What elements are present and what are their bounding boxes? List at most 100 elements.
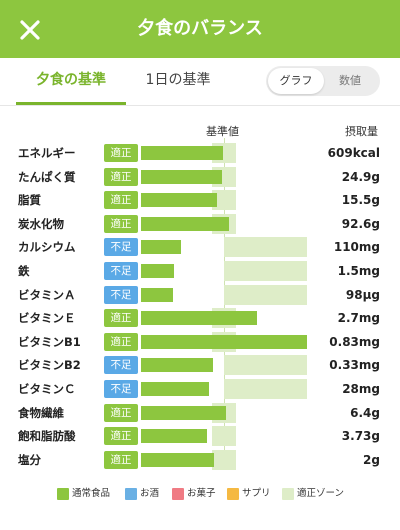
nutrient-row: カルシウム 不足 110mg — [0, 237, 400, 258]
legend-swatch — [57, 488, 69, 500]
tab-bar: 夕食の基準 1日の基準 — [0, 58, 400, 106]
nutrient-name: ビタミンＥ — [18, 311, 76, 326]
legend-swatch — [172, 488, 184, 500]
intake-value: 110mg — [333, 240, 380, 255]
intake-bar — [141, 264, 175, 278]
intake-value: 609kcal — [327, 146, 380, 160]
intake-bar — [141, 452, 215, 467]
nutrient-name: 炭水化物 — [18, 216, 64, 231]
intake-bar — [141, 405, 227, 420]
intake-value: 0.33mg — [329, 358, 380, 373]
intake-value: 15.5g — [341, 193, 380, 208]
status-badge: 適正 — [104, 214, 138, 233]
nutrient-name: 塩分 — [18, 452, 41, 467]
nutrient-row: エネルギー 適正 609kcal — [0, 143, 400, 163]
nutrient-row: たんぱく質 適正 24.9g — [0, 166, 400, 187]
tab-dinner-standard[interactable]: 夕食の基準 — [16, 58, 126, 105]
status-badge: 不足 — [104, 238, 138, 257]
nutrient-row: 鉄 不足 1.5mg — [0, 261, 400, 281]
status-badge: 適正 — [104, 403, 138, 422]
intake-value: 3.73g — [341, 429, 380, 444]
intake-bar — [141, 193, 217, 208]
intake-value: 2.7mg — [337, 311, 380, 326]
legend-label: サプリ — [242, 488, 271, 499]
status-badge: 適正 — [104, 427, 138, 446]
status-badge: 不足 — [104, 380, 138, 398]
nutrient-row: ビタミンB2 不足 0.33mg — [0, 355, 400, 376]
intake-value: 98μg — [345, 287, 380, 302]
proper-zone — [224, 284, 307, 305]
page-title: 夕食のバランス — [137, 18, 263, 39]
nutrient-name: ビタミンＣ — [18, 382, 76, 396]
nutrient-row: ビタミンＣ 不足 28mg — [0, 379, 400, 399]
proper-zone — [224, 379, 307, 399]
intake-bar — [141, 146, 224, 160]
intake-value: 1.5mg — [337, 264, 380, 278]
intake-bar — [141, 334, 307, 349]
standard-column-header: 基準値 — [206, 125, 239, 138]
status-badge: 適正 — [104, 309, 138, 328]
nutrient-name: カルシウム — [18, 240, 76, 255]
status-badge: 適正 — [104, 450, 138, 469]
legend: 通常食品 お酒 お菓子 サプリ 適正ゾーン — [0, 486, 400, 502]
status-badge: 不足 — [104, 285, 138, 304]
nutrient-name: ビタミンB1 — [18, 334, 81, 349]
tab-daily-standard[interactable]: 1日の基準 — [145, 72, 211, 88]
nutrient-name: エネルギー — [18, 146, 76, 160]
legend-label: 通常食品 — [72, 488, 111, 499]
nutrient-name: 食物繊維 — [18, 405, 64, 420]
legend-swatch — [282, 488, 294, 500]
status-badge: 適正 — [104, 191, 138, 210]
nutrient-name: たんぱく質 — [18, 169, 76, 184]
nutrient-name: 鉄 — [18, 264, 30, 278]
nutrient-row: 炭水化物 適正 92.6g — [0, 213, 400, 234]
status-badge: 適正 — [104, 332, 138, 351]
status-badge: 不足 — [104, 356, 138, 375]
status-badge: 適正 — [104, 167, 138, 186]
app-header: 夕食のバランス — [0, 0, 400, 58]
proper-zone — [224, 261, 307, 281]
nutrient-row: 飽和脂肪酸 適正 3.73g — [0, 426, 400, 447]
proper-zone — [212, 426, 236, 447]
intake-bar — [141, 311, 258, 326]
legend-swatch — [125, 488, 137, 500]
intake-value: 2g — [363, 452, 380, 467]
intake-value: 6.4g — [350, 405, 380, 420]
intake-bar — [141, 169, 223, 184]
close-button[interactable] — [14, 14, 46, 46]
nutrient-name: ビタミンB2 — [18, 358, 81, 373]
nutrient-row: 脂質 適正 15.5g — [0, 190, 400, 211]
proper-zone — [224, 355, 307, 376]
nutrient-name: 飽和脂肪酸 — [18, 429, 76, 444]
nutrient-name: ビタミンＡ — [18, 287, 76, 302]
nutrient-row: ビタミンＥ 適正 2.7mg — [0, 308, 400, 329]
legend-label: 適正ゾーン — [297, 488, 345, 499]
proper-zone — [224, 237, 307, 258]
nutrient-name: 脂質 — [18, 193, 41, 208]
nutrient-row: 塩分 適正 2g — [0, 449, 400, 470]
nutrient-row: ビタミンB1 適正 0.83mg — [0, 331, 400, 352]
status-badge: 不足 — [104, 262, 138, 280]
toggle-graph-button[interactable]: グラフ — [268, 68, 324, 94]
toggle-number-button[interactable]: 数値 — [339, 74, 361, 87]
intake-bar — [141, 358, 214, 373]
intake-bar — [141, 240, 181, 255]
nutrient-row: ビタミンＡ 不足 98μg — [0, 284, 400, 305]
intake-column-header: 摂取量 — [345, 125, 378, 138]
legend-label: お酒 — [140, 488, 160, 499]
intake-bar — [141, 382, 210, 396]
intake-bar — [141, 216, 229, 231]
proper-zone — [212, 449, 236, 470]
legend-swatch — [227, 488, 239, 500]
intake-value: 0.83mg — [329, 334, 380, 349]
close-icon — [20, 20, 40, 40]
view-toggle: グラフ 数値 — [266, 66, 380, 96]
legend-label: お菓子 — [187, 488, 216, 499]
intake-value: 92.6g — [341, 216, 380, 231]
intake-bar — [141, 287, 174, 302]
intake-value: 24.9g — [341, 169, 380, 184]
status-badge: 適正 — [104, 144, 138, 162]
intake-bar — [141, 429, 208, 444]
proper-zone — [212, 190, 236, 211]
nutrient-row: 食物繊維 適正 6.4g — [0, 402, 400, 423]
